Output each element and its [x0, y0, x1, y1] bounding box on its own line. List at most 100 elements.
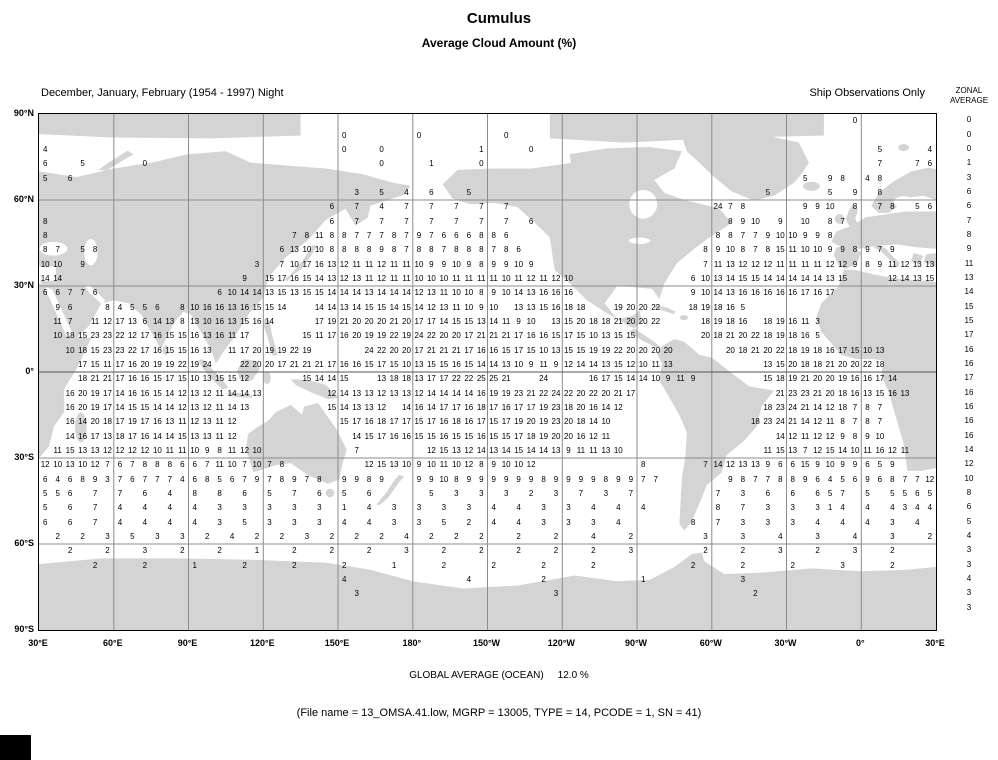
- sea-hudson-bay: [629, 189, 658, 219]
- grid-value: 10: [190, 445, 200, 455]
- grid-value: 21: [788, 417, 798, 427]
- grid-value: 2: [466, 517, 472, 527]
- grid-value: 22: [389, 331, 399, 341]
- grid-value: 8: [479, 230, 484, 240]
- grid-value: 11: [215, 402, 224, 412]
- grid-value: 2: [292, 560, 297, 570]
- grid-value: 7: [877, 417, 883, 427]
- grid-value: 15: [377, 302, 387, 312]
- grid-value: 14: [514, 288, 524, 298]
- grid-value: 13: [364, 288, 374, 298]
- grid-value: 11: [178, 417, 187, 427]
- grid-value: 6: [317, 488, 322, 498]
- grid-value: 14: [152, 431, 162, 441]
- grid-value: 14: [439, 388, 449, 398]
- grid-value: 2: [254, 531, 260, 541]
- grid-value: 4: [591, 531, 596, 541]
- grid-value: 8: [765, 245, 771, 255]
- grid-value: 17: [389, 417, 399, 427]
- grid-value: 16: [65, 388, 75, 398]
- zonal-average-value: 12: [964, 459, 974, 469]
- grid-value: 2: [67, 546, 73, 556]
- grid-value: 14: [489, 359, 499, 369]
- grid-value: 10: [252, 445, 262, 455]
- grid-value: 10: [788, 230, 798, 240]
- grid-value: 21: [750, 345, 760, 355]
- grid-value: 6: [142, 316, 148, 326]
- grid-value: 13: [476, 316, 486, 326]
- grid-value: 18: [78, 345, 88, 355]
- grid-value: 16: [850, 374, 860, 384]
- grid-value: 13: [912, 273, 922, 283]
- grid-value: 12: [377, 388, 387, 398]
- grid-value: 17: [115, 374, 125, 384]
- grid-value: 4: [616, 517, 621, 527]
- grid-value: 7: [454, 202, 459, 212]
- grid-value: 21: [501, 331, 511, 341]
- grid-value: 9: [466, 259, 472, 269]
- grid-value: 20: [663, 345, 673, 355]
- zonal-average-value: 7: [966, 215, 972, 225]
- grid-value: 8: [479, 259, 484, 269]
- land-turkey-edge: [923, 253, 936, 268]
- grid-value: 7: [130, 460, 135, 470]
- grid-value: 13: [825, 273, 835, 283]
- zonal-average-value: 15: [964, 301, 974, 311]
- grid-value: 23: [103, 331, 112, 341]
- grid-value: 9: [802, 230, 808, 240]
- grid-value: 8: [167, 460, 173, 470]
- grid-value: 7: [503, 216, 509, 226]
- grid-value: 4: [404, 187, 409, 197]
- grid-value: 8: [204, 474, 210, 484]
- grid-value: 8: [865, 402, 870, 412]
- grid-value: 24: [788, 402, 798, 412]
- grid-value: 9: [690, 288, 696, 298]
- grid-value: 10: [850, 445, 860, 455]
- grid-value: 4: [142, 517, 148, 527]
- grid-value: 11: [863, 445, 872, 455]
- grid-value: 13: [327, 273, 337, 283]
- grid-value: 11: [402, 259, 411, 269]
- grid-value: 6: [927, 159, 933, 169]
- grid-value: 7: [840, 216, 845, 226]
- grid-value: 12: [414, 288, 424, 298]
- grid-value: 7: [740, 230, 746, 240]
- grid-value: 3: [180, 531, 185, 541]
- grid-value: 14: [426, 402, 436, 412]
- grid-value: 6: [229, 474, 235, 484]
- lon-axis-label: 30°E: [28, 638, 48, 648]
- grid-value: 7: [92, 517, 98, 527]
- grid-value: 13: [265, 288, 274, 298]
- grid-value: 7: [267, 460, 272, 470]
- sea-east-mediterranean: [39, 266, 56, 281]
- grid-value: 7: [366, 230, 372, 240]
- grid-value: 8: [42, 216, 48, 226]
- zonal-average-value: 0: [966, 115, 972, 125]
- grid-value: 19: [539, 431, 549, 441]
- grid-value: 9: [815, 230, 820, 240]
- grid-value: 0: [503, 130, 509, 140]
- grid-value: 21: [339, 316, 349, 326]
- grid-value: 8: [840, 173, 845, 183]
- zonal-average-value: 6: [966, 186, 972, 196]
- grid-value: 3: [254, 259, 260, 269]
- grid-value: 21: [314, 359, 324, 369]
- grid-value: 9: [528, 259, 534, 269]
- grid-value: 20: [364, 316, 374, 326]
- grid-value: 9: [379, 245, 384, 255]
- grid-value: 17: [838, 345, 848, 355]
- grid-value: 3: [790, 517, 795, 527]
- grid-value: 19: [800, 345, 810, 355]
- grid-value: 15: [451, 316, 461, 326]
- grid-value: 21: [725, 331, 735, 341]
- grid-value: 6: [690, 273, 696, 283]
- grid-value: 17: [800, 288, 810, 298]
- grid-value: 5: [130, 531, 135, 541]
- grid-value: 6: [192, 460, 197, 470]
- grid-value: 16: [240, 302, 250, 312]
- grid-value: 4: [341, 574, 347, 584]
- grid-value: 15: [875, 388, 885, 398]
- grid-value: 12: [127, 445, 137, 455]
- grid-value: 2: [354, 531, 359, 541]
- grid-value: 6: [865, 460, 870, 470]
